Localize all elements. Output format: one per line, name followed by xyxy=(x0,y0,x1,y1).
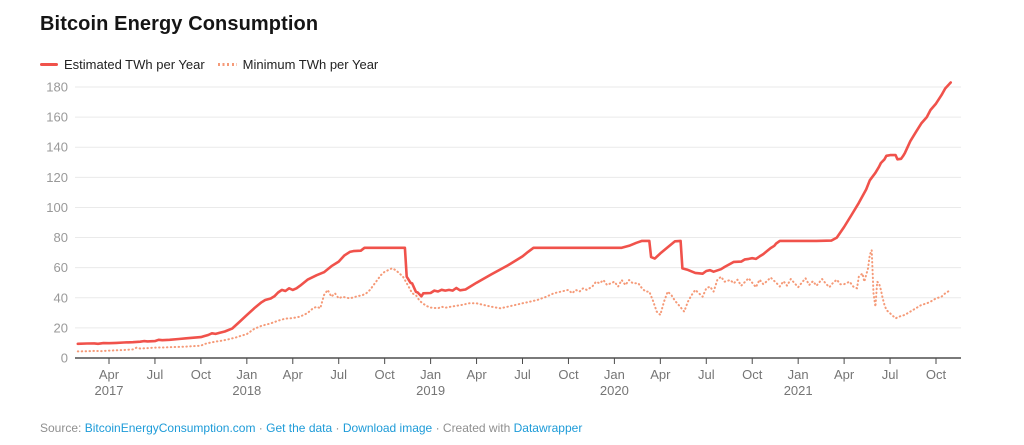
x-axis-month-label: Jul xyxy=(882,367,899,382)
estimated-line xyxy=(76,81,953,346)
y-axis-label: 80 xyxy=(54,230,68,245)
x-axis-month-label: Jul xyxy=(147,367,164,382)
x-axis-year-label: 2019 xyxy=(416,383,445,398)
created-with-label: · Created with xyxy=(432,421,514,435)
x-axis-month-label: Oct xyxy=(742,367,763,382)
x-axis-month-label: Apr xyxy=(99,367,120,382)
minimum-line-label: Minimum TWh per Year xyxy=(242,57,379,72)
x-axis-month-label: Oct xyxy=(926,367,947,382)
y-axis-label: 120 xyxy=(46,170,68,185)
y-axis-label: 160 xyxy=(46,110,68,125)
download-image-link[interactable]: Download image xyxy=(342,421,433,435)
y-axis-label: 20 xyxy=(54,320,68,335)
y-axis-label: 40 xyxy=(54,290,68,305)
y-axis-label: 180 xyxy=(46,80,68,95)
legend-item-minimum: Minimum TWh per Year xyxy=(217,57,379,72)
source-link[interactable]: BitcoinEnergyConsumption.com xyxy=(84,421,256,435)
x-axis-month-label: Jan xyxy=(788,367,809,382)
estimated-line-swatch xyxy=(40,63,58,66)
y-axis-label: 0 xyxy=(61,351,68,366)
x-axis-month-label: Jul xyxy=(330,367,347,382)
x-axis-year-label: 2017 xyxy=(95,383,124,398)
x-axis-year-label: 2018 xyxy=(232,383,261,398)
x-axis-month-label: Oct xyxy=(558,367,579,382)
y-axis-label: 100 xyxy=(46,200,68,215)
x-axis-month-label: Jan xyxy=(236,367,257,382)
legend-item-estimated: Estimated TWh per Year xyxy=(40,57,205,72)
x-axis-month-label: Jul xyxy=(514,367,531,382)
separator-dot: · xyxy=(332,421,343,435)
minimum-line xyxy=(76,249,952,353)
chart-footer: Source: BitcoinEnergyConsumption.com · G… xyxy=(40,421,582,435)
x-axis-year-label: 2020 xyxy=(600,383,629,398)
source-label: Source: xyxy=(40,421,85,435)
chart-title: Bitcoin Energy Consumption xyxy=(40,13,319,35)
x-axis-month-label: Jan xyxy=(604,367,625,382)
estimated-line-label: Estimated TWh per Year xyxy=(64,57,205,72)
x-axis-month-label: Apr xyxy=(283,367,304,382)
x-axis-year-label: 2021 xyxy=(784,383,813,398)
x-axis-month-label: Oct xyxy=(191,367,212,382)
x-axis-month-label: Oct xyxy=(375,367,396,382)
x-axis-month-label: Apr xyxy=(466,367,487,382)
y-axis-label: 60 xyxy=(54,260,68,275)
x-axis-month-label: Apr xyxy=(650,367,671,382)
get-the-data-link[interactable]: Get the data xyxy=(266,421,333,435)
chart-legend: Estimated TWh per Year Minimum TWh per Y… xyxy=(40,57,378,72)
x-axis-month-label: Jul xyxy=(698,367,715,382)
x-axis-month-label: Apr xyxy=(834,367,855,382)
y-axis-label: 140 xyxy=(46,140,68,155)
separator-dot: · xyxy=(255,421,267,435)
datawrapper-link[interactable]: Datawrapper xyxy=(513,421,583,435)
x-axis-month-label: Jan xyxy=(420,367,441,382)
minimum-line-swatch xyxy=(217,63,237,66)
